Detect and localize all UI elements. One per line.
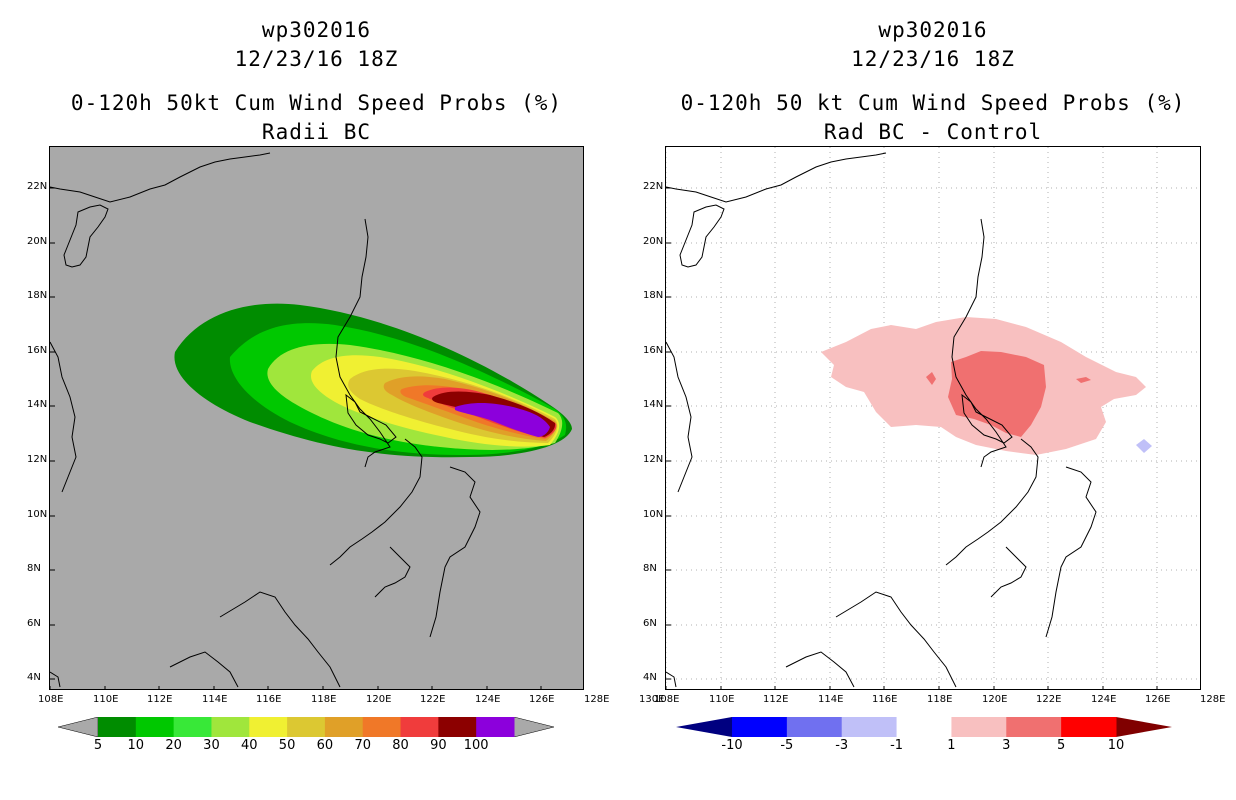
colorbar-swatch	[841, 717, 898, 737]
colorbar-swatch	[324, 717, 364, 737]
colorbar-label: 20	[165, 738, 182, 753]
y-tick-label: 18N	[643, 290, 664, 301]
colorbar-label: 3	[1002, 738, 1011, 753]
x-tick-label: 128E	[584, 694, 610, 705]
colorbar-swatch	[951, 717, 1007, 737]
y-tick-label: 6N	[643, 618, 657, 629]
colorbar-swatch	[211, 717, 250, 737]
x-tick-label: 114E	[202, 694, 228, 705]
right-storm-id: wp302016	[878, 18, 988, 42]
x-tick-label: 108E	[38, 694, 64, 705]
right-map	[665, 146, 1201, 690]
y-tick-label: 22N	[27, 181, 48, 192]
y-tick-label: 14N	[643, 399, 664, 410]
colorbar-label: 5	[1057, 738, 1066, 753]
left-subtitle: Radii BC	[261, 120, 372, 144]
x-tick-label: 114E	[818, 694, 844, 705]
colorbar-swatch	[135, 717, 175, 737]
left-title: 0-120h 50kt Cum Wind Speed Probs (%)	[70, 91, 563, 115]
x-tick-label: 120E	[366, 694, 392, 705]
colorbar-label: 50	[278, 738, 296, 753]
coastlines	[50, 152, 481, 688]
colorbar-swatch	[1006, 717, 1062, 737]
y-tick-label: 12N	[643, 454, 664, 465]
colorbar-label: 70	[354, 738, 371, 753]
colorbar-swatch	[400, 717, 439, 737]
colorbar-swatch	[438, 717, 477, 737]
colorbar-label: 60	[316, 738, 334, 753]
coastlines	[666, 152, 1097, 688]
x-tick-label: 116E	[256, 694, 282, 705]
right-subtitle: Rad BC - Control	[823, 120, 1043, 144]
colorbar-swatch	[249, 717, 288, 737]
grid-ticks	[50, 187, 542, 689]
y-tick-label: 16N	[27, 345, 48, 356]
y-tick-label: 20N	[27, 236, 48, 247]
x-tick-label: 122E	[1036, 694, 1062, 705]
x-tick-label: 110E	[93, 694, 119, 705]
x-tick-label: 130E	[639, 694, 665, 705]
colorbar-label: 40	[240, 738, 258, 753]
y-tick-label: 6N	[27, 618, 41, 629]
y-tick-label: 20N	[643, 236, 664, 247]
x-tick-label: 126E	[1145, 694, 1171, 705]
colorbar-label: 100	[463, 738, 489, 753]
y-tick-label: 22N	[643, 181, 664, 192]
x-tick-label: 124E	[475, 694, 501, 705]
x-tick-label: 124E	[1091, 694, 1117, 705]
right-colorbar	[676, 717, 1172, 737]
left-datetime: 12/23/16 18Z	[234, 47, 399, 71]
right-title: 0-120h 50 kt Cum Wind Speed Probs (%)	[680, 91, 1186, 115]
difference-field	[821, 317, 1152, 455]
y-tick-label: 18N	[27, 290, 48, 301]
y-tick-label: 12N	[27, 454, 48, 465]
colorbar-label: 1	[947, 738, 956, 753]
x-tick-label: 128E	[1200, 694, 1226, 705]
colorbar-swatch	[476, 717, 515, 737]
colorbar-label: 10	[1107, 738, 1125, 753]
y-tick-label: 8N	[643, 563, 657, 574]
y-tick-label: 10N	[643, 509, 664, 520]
colorbar-label: 80	[392, 738, 409, 753]
left-storm-id: wp302016	[261, 18, 372, 42]
x-tick-label: 112E	[147, 694, 173, 705]
colorbar-label: -1	[890, 738, 904, 753]
colorbar-label: -3	[835, 738, 849, 753]
colorbar-label: 30	[203, 738, 220, 753]
colorbar-label: -10	[721, 738, 743, 753]
colorbar-swatch	[732, 717, 788, 737]
right-datetime: 12/23/16 18Z	[851, 47, 1015, 71]
x-tick-label: 118E	[311, 694, 337, 705]
y-tick-label: 4N	[27, 672, 41, 683]
probability-swath	[174, 303, 572, 458]
colorbar-swatch	[98, 717, 137, 737]
colorbar-swatch	[362, 717, 402, 737]
colorbar-swatch	[173, 717, 212, 737]
x-tick-label: 126E	[529, 694, 555, 705]
colorbar-label: -5	[780, 738, 794, 753]
x-tick-label: 108E	[654, 694, 680, 705]
colorbar-swatch	[287, 717, 326, 737]
x-tick-label: 110E	[709, 694, 735, 705]
colorbar-swatch	[896, 717, 952, 737]
colorbar-label: 90	[430, 738, 447, 753]
left-colorbar	[58, 717, 554, 737]
y-tick-label: 14N	[27, 399, 48, 410]
x-tick-label: 120E	[982, 694, 1008, 705]
colorbar-label: 10	[127, 738, 145, 753]
x-tick-label: 118E	[927, 694, 953, 705]
x-tick-label: 112E	[763, 694, 789, 705]
y-tick-label: 4N	[643, 672, 657, 683]
colorbar-swatch	[1061, 717, 1117, 737]
y-tick-label: 10N	[27, 509, 48, 520]
colorbar-label: 5	[93, 738, 103, 753]
y-tick-label: 8N	[27, 563, 41, 574]
x-tick-label: 116E	[872, 694, 898, 705]
left-map	[49, 146, 584, 690]
y-tick-label: 16N	[643, 345, 664, 356]
x-tick-label: 122E	[420, 694, 446, 705]
colorbar-swatch	[786, 717, 843, 737]
